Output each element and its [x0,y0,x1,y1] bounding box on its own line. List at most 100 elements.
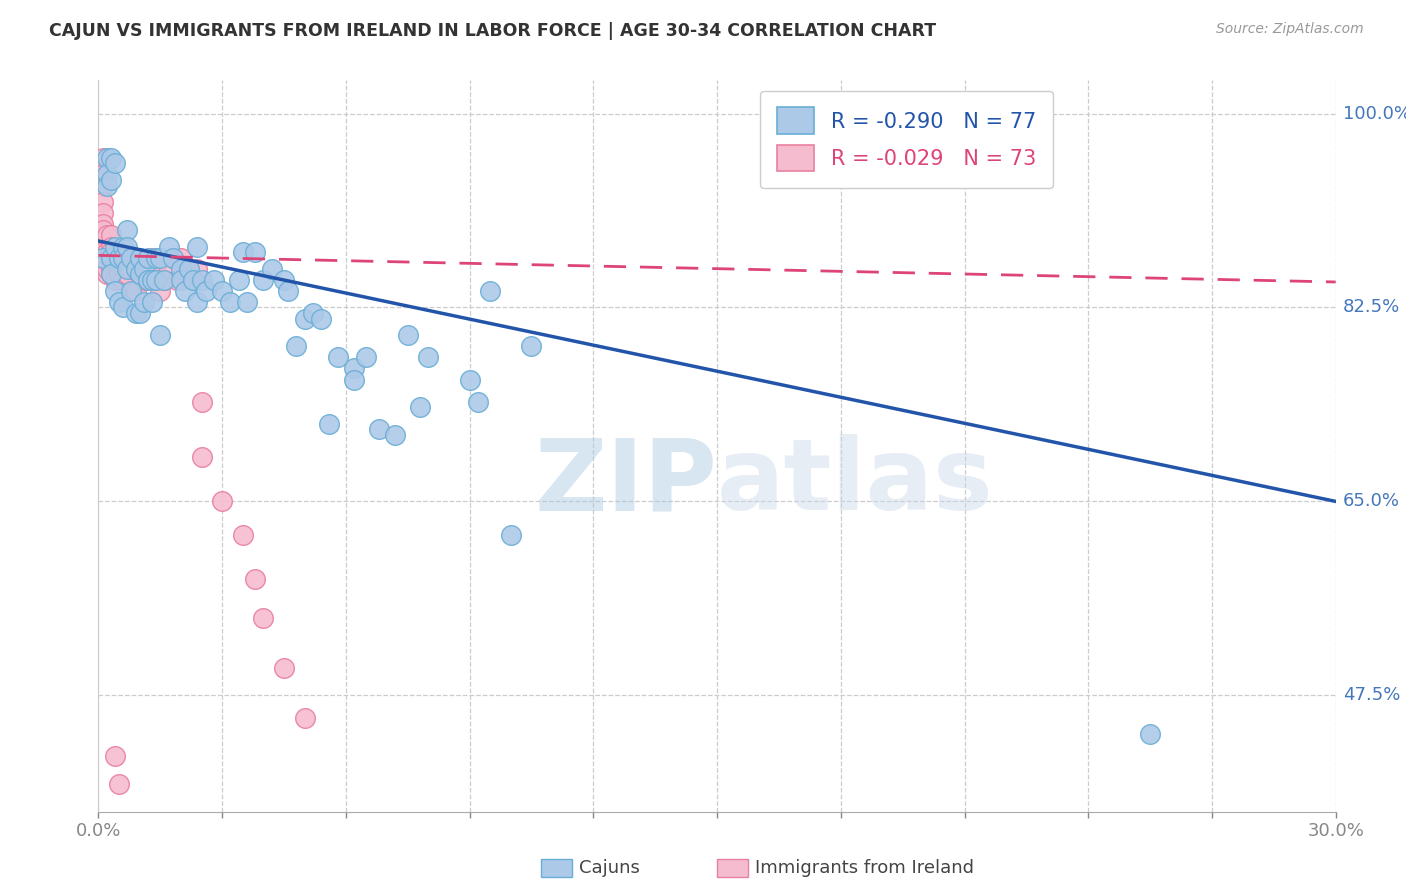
Point [211,494,233,508]
Point [179,261,201,276]
Point [96,256,118,270]
Point [157,239,180,253]
Point [108,267,131,281]
Point [91,178,114,193]
Point [100,245,122,260]
Point [145,251,167,265]
Point [149,328,172,343]
Point [174,284,197,298]
Point [91,251,114,265]
Point [153,273,176,287]
Point [91,168,114,182]
Point [1139,727,1161,741]
Point [132,261,155,276]
Point [228,273,250,287]
Point [243,572,266,586]
Text: 65.0%: 65.0% [1343,492,1400,510]
Point [273,273,295,287]
Point [120,251,142,265]
Point [91,195,114,210]
Point [252,273,274,287]
Point [108,251,131,265]
Point [96,251,118,265]
Text: 100.0%: 100.0% [1343,104,1406,122]
Point [190,394,212,409]
Point [418,351,440,365]
Point [100,173,122,187]
Point [124,261,146,276]
Point [104,256,127,270]
Point [112,301,135,315]
Point [112,273,135,287]
Point [124,261,146,276]
Point [243,245,266,260]
Point [108,261,131,276]
Point [100,239,122,253]
Point [100,251,122,265]
Point [162,251,184,265]
Point [128,267,150,281]
Point [124,306,146,320]
Point [285,339,308,353]
Point [343,361,366,376]
Point [149,251,172,265]
Point [96,151,118,165]
Point [91,245,114,260]
Point [166,273,188,287]
Point [367,422,389,436]
Point [232,527,254,541]
Point [149,273,172,287]
Point [145,273,167,287]
Point [294,710,316,724]
Point [96,261,118,276]
Point [91,218,114,232]
Point [179,267,201,281]
Point [479,284,502,298]
Point [91,251,114,265]
Point [181,273,204,287]
Point [104,156,127,170]
Point [100,261,122,276]
Point [96,261,118,276]
Point [157,261,180,276]
Point [96,228,118,243]
Point [91,151,114,165]
Point [277,284,299,298]
Text: ZIP: ZIP [534,434,717,531]
Point [96,245,118,260]
Point [186,294,208,309]
Point [112,261,135,276]
Point [104,273,127,287]
Point [162,251,184,265]
Text: Cajuns: Cajuns [579,859,640,877]
Point [117,223,139,237]
Point [128,306,150,320]
Point [100,267,122,281]
Point [112,251,135,265]
Point [273,660,295,674]
Point [91,223,114,237]
Legend: R = -0.290   N = 77, R = -0.029   N = 73: R = -0.290 N = 77, R = -0.029 N = 73 [761,91,1053,188]
Point [100,251,122,265]
Point [170,273,193,287]
Point [108,294,131,309]
Point [100,151,122,165]
Point [136,251,159,265]
Text: CAJUN VS IMMIGRANTS FROM IRELAND IN LABOR FORCE | AGE 30-34 CORRELATION CHART: CAJUN VS IMMIGRANTS FROM IRELAND IN LABO… [49,22,936,40]
Text: 47.5%: 47.5% [1343,686,1400,705]
Point [186,261,208,276]
Point [117,267,139,281]
Point [145,261,167,276]
Text: Immigrants from Ireland: Immigrants from Ireland [755,859,974,877]
Point [211,284,233,298]
Point [409,401,432,415]
Point [396,328,419,343]
Point [384,428,406,442]
Point [120,284,142,298]
Text: atlas: atlas [717,434,994,531]
Point [141,251,163,265]
Point [343,372,366,386]
Point [120,251,142,265]
Point [108,777,131,791]
Point [104,749,127,764]
